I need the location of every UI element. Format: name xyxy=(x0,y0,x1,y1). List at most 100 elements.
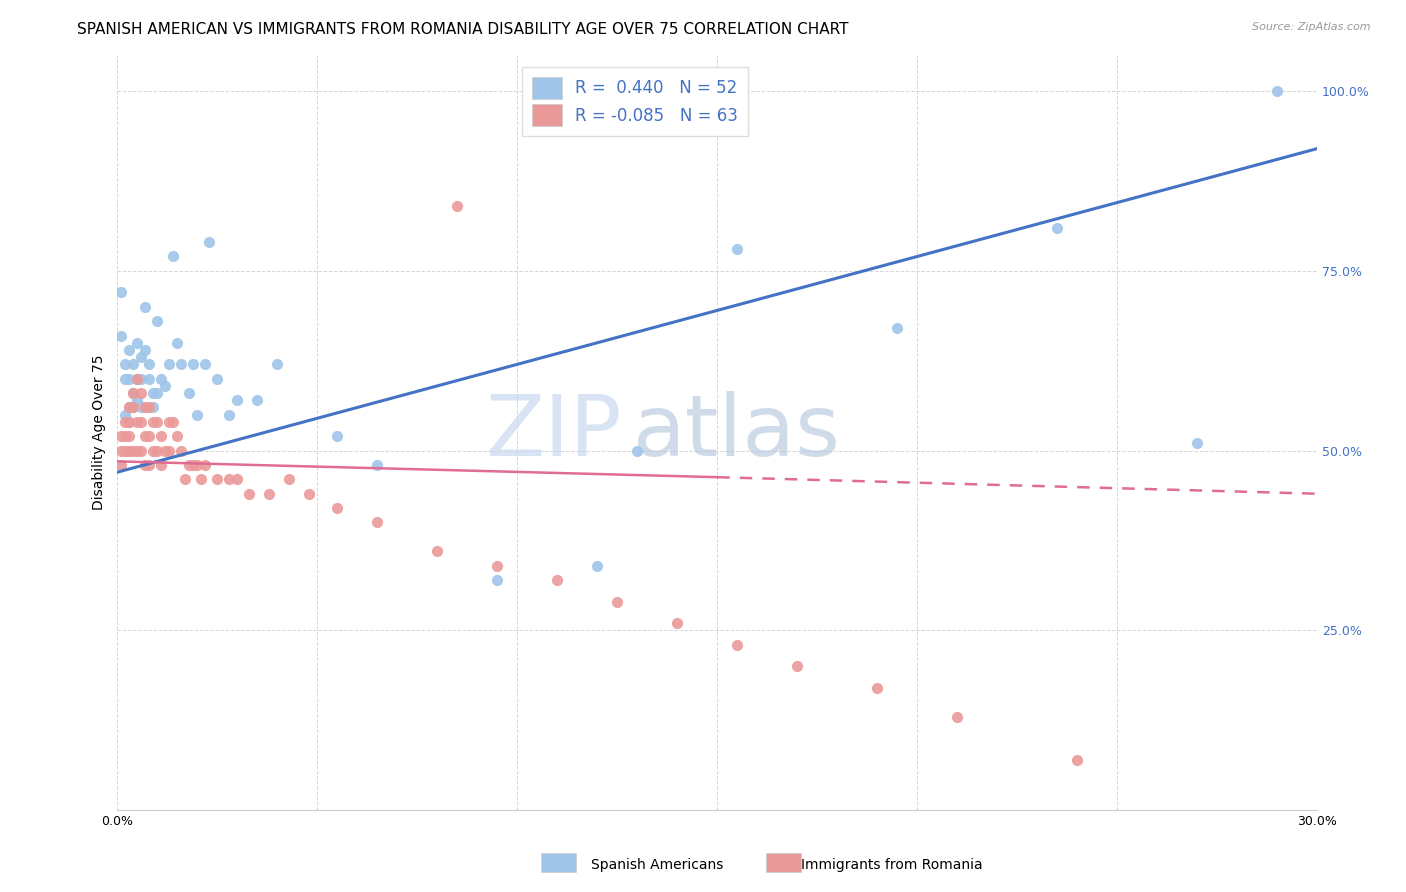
Point xyxy=(110,429,132,443)
Point xyxy=(146,415,169,429)
Point xyxy=(786,659,808,673)
Point xyxy=(131,443,153,458)
Point xyxy=(134,300,156,314)
Point xyxy=(122,357,145,371)
Point xyxy=(159,443,181,458)
Point xyxy=(118,401,141,415)
Point xyxy=(586,558,609,573)
Point xyxy=(166,429,188,443)
Point xyxy=(186,458,208,472)
Point xyxy=(118,429,141,443)
Point xyxy=(142,401,165,415)
Point xyxy=(155,379,177,393)
Point xyxy=(238,487,260,501)
Point xyxy=(170,443,193,458)
Point xyxy=(546,573,568,587)
Point xyxy=(170,357,193,371)
Point xyxy=(446,199,468,213)
Point xyxy=(226,393,249,408)
Point xyxy=(366,516,388,530)
Point xyxy=(138,357,160,371)
Point xyxy=(426,544,449,558)
Point xyxy=(606,594,628,608)
Point xyxy=(207,372,229,386)
Point xyxy=(127,335,149,350)
Point xyxy=(134,429,156,443)
Text: Immigrants from Romania: Immigrants from Romania xyxy=(801,858,983,872)
Point xyxy=(138,429,160,443)
Point xyxy=(486,573,509,587)
Point xyxy=(866,681,889,695)
Point xyxy=(1066,753,1088,767)
Point xyxy=(159,415,181,429)
Point xyxy=(366,458,388,472)
Point xyxy=(166,335,188,350)
Point xyxy=(118,415,141,429)
Point xyxy=(278,472,301,486)
Point xyxy=(194,357,217,371)
Point xyxy=(114,443,136,458)
Point xyxy=(122,401,145,415)
Point xyxy=(138,372,160,386)
Point xyxy=(110,285,132,300)
Point xyxy=(146,314,169,328)
Point xyxy=(226,472,249,486)
Point xyxy=(298,487,321,501)
Point xyxy=(122,401,145,415)
Point xyxy=(131,372,153,386)
Point xyxy=(114,357,136,371)
Point xyxy=(179,458,201,472)
Point xyxy=(142,386,165,401)
Point xyxy=(118,343,141,357)
Point xyxy=(134,401,156,415)
Point xyxy=(183,357,205,371)
Point xyxy=(110,443,132,458)
Point xyxy=(190,472,212,486)
Point xyxy=(725,242,748,256)
Point xyxy=(1046,220,1069,235)
Point xyxy=(155,443,177,458)
Text: atlas: atlas xyxy=(633,391,841,475)
Point xyxy=(150,429,173,443)
Point xyxy=(114,372,136,386)
Point xyxy=(114,429,136,443)
Point xyxy=(194,458,217,472)
Point xyxy=(142,415,165,429)
Point xyxy=(131,350,153,364)
Point xyxy=(150,458,173,472)
Point xyxy=(118,415,141,429)
Point xyxy=(134,343,156,357)
Point xyxy=(118,401,141,415)
Point xyxy=(110,328,132,343)
Point xyxy=(146,443,169,458)
Text: SPANISH AMERICAN VS IMMIGRANTS FROM ROMANIA DISABILITY AGE OVER 75 CORRELATION C: SPANISH AMERICAN VS IMMIGRANTS FROM ROMA… xyxy=(77,22,849,37)
Point xyxy=(146,386,169,401)
Point xyxy=(174,472,197,486)
Point xyxy=(198,235,221,249)
Point xyxy=(162,250,184,264)
Point xyxy=(1265,84,1288,98)
Point xyxy=(486,558,509,573)
Point xyxy=(122,386,145,401)
Point xyxy=(138,401,160,415)
Text: ZIP: ZIP xyxy=(485,391,621,475)
Point xyxy=(127,372,149,386)
Point xyxy=(131,401,153,415)
Point xyxy=(118,443,141,458)
Point xyxy=(131,386,153,401)
Text: Source: ZipAtlas.com: Source: ZipAtlas.com xyxy=(1253,22,1371,32)
Point xyxy=(266,357,288,371)
Point xyxy=(127,443,149,458)
Point xyxy=(183,458,205,472)
Point xyxy=(159,357,181,371)
Point xyxy=(886,321,908,335)
Point xyxy=(218,408,240,422)
Y-axis label: Disability Age Over 75: Disability Age Over 75 xyxy=(93,355,107,510)
Point xyxy=(186,408,208,422)
Point xyxy=(326,429,349,443)
Point xyxy=(246,393,269,408)
Point xyxy=(127,393,149,408)
Point xyxy=(134,458,156,472)
Point xyxy=(142,443,165,458)
Point xyxy=(259,487,281,501)
